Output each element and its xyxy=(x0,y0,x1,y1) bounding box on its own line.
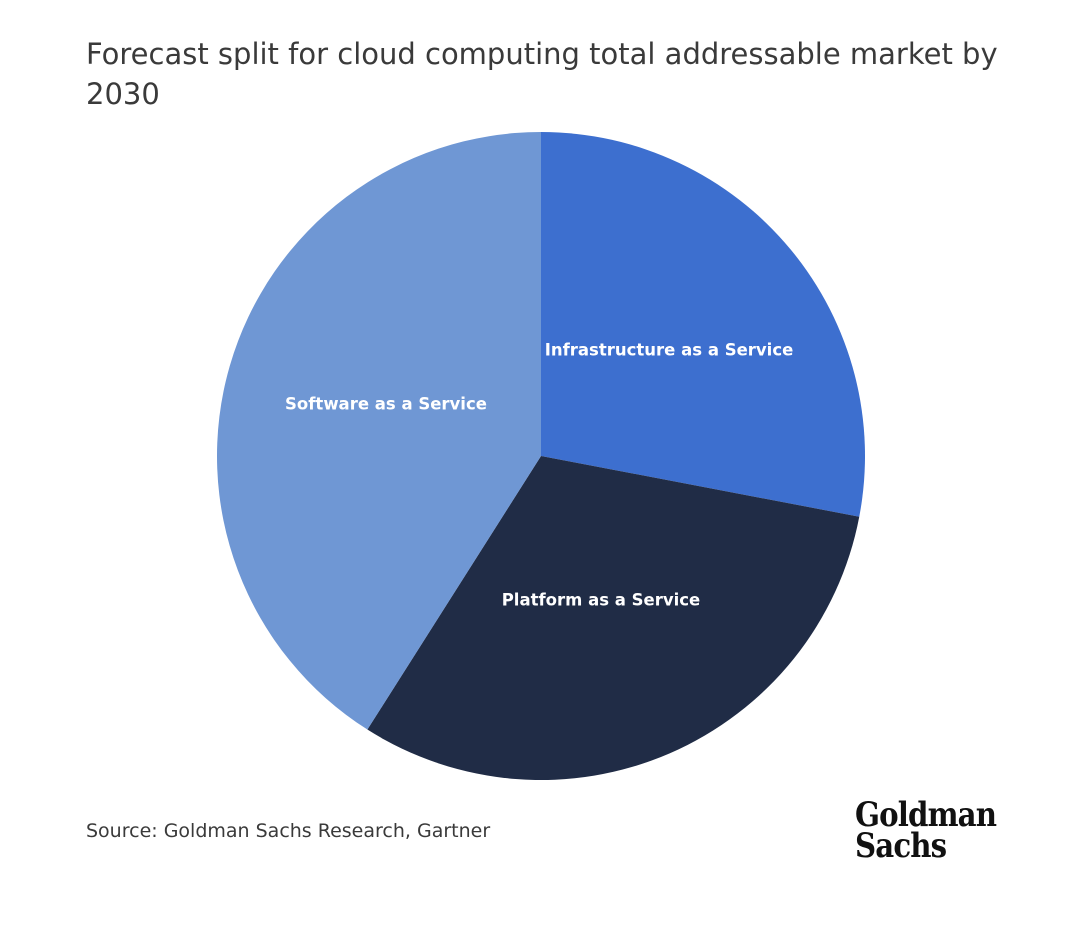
logo-line-1: Goldman xyxy=(855,795,997,835)
chart-title: Forecast split for cloud computing total… xyxy=(86,37,998,111)
slice-label-platform-as-a-service: Platform as a Service xyxy=(502,591,701,610)
pie-slice-infrastructure-as-a-service xyxy=(541,132,865,517)
pie-slice-software-as-a-service xyxy=(216,132,541,730)
pie-slice-platform-as-a-service xyxy=(367,456,860,780)
slice-label-software-as-a-service: Software as a Service xyxy=(285,395,487,414)
slice-label-infrastructure-as-a-service: Infrastructure as a Service xyxy=(545,341,794,360)
logo-line-2: Sachs xyxy=(855,826,947,866)
source-note: Source: Goldman Sachs Research, Gartner xyxy=(86,820,491,842)
goldman-sachs-logo: Goldman Sachs xyxy=(855,795,1019,866)
